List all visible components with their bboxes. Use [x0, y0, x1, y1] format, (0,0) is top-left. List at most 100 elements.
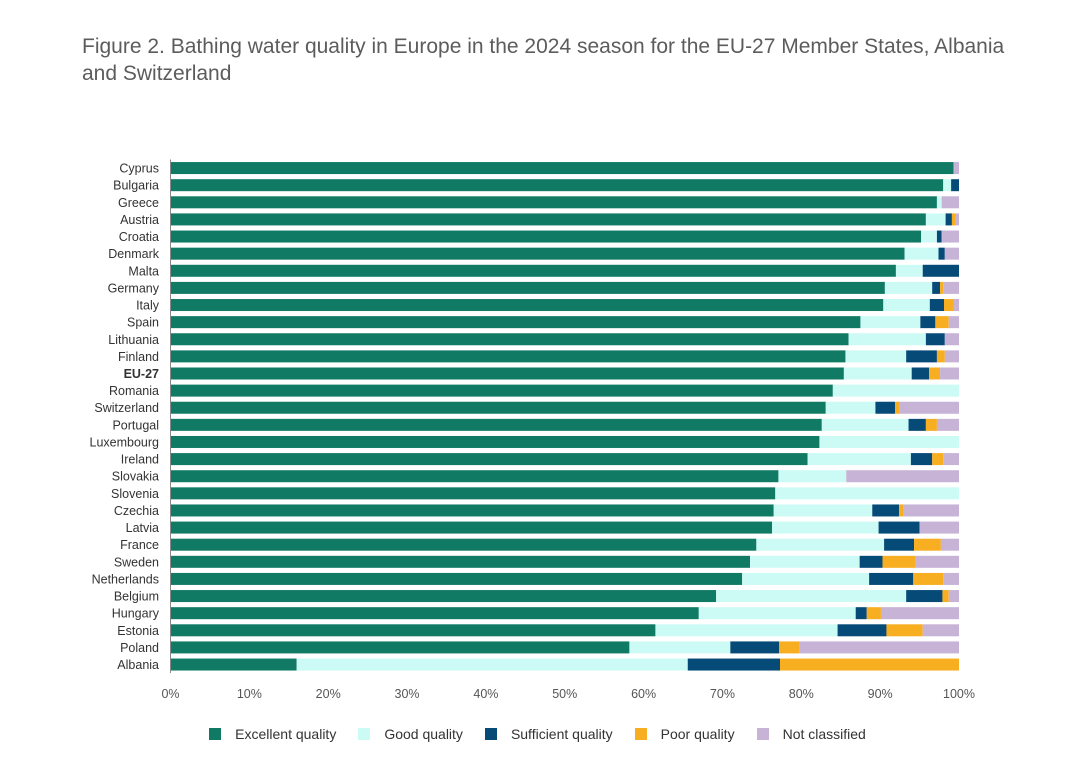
category-label: Sweden: [114, 555, 159, 569]
bar-segment: [170, 435, 820, 448]
category-label: Finland: [118, 350, 159, 364]
bar-segment: [687, 658, 781, 671]
bar-segment: [884, 281, 933, 294]
legend-swatch: [756, 728, 769, 740]
bar-segment: [906, 590, 943, 603]
bar-segment: [170, 590, 717, 603]
bar-segment: [170, 538, 757, 551]
bar-segment: [170, 316, 861, 329]
category-label: EU-27: [124, 367, 159, 381]
bar-segment: [170, 179, 944, 192]
bar-segment: [819, 435, 959, 448]
bar-segment: [860, 316, 921, 329]
bar-segment: [170, 401, 826, 414]
bar-segment: [170, 555, 751, 568]
x-tick-label: 20%: [316, 687, 341, 701]
x-tick-label: 100%: [943, 687, 975, 701]
category-label: Czechia: [114, 504, 159, 518]
bar-segment: [951, 179, 959, 192]
legend-item: Not classified: [756, 726, 866, 742]
bar-segment: [848, 333, 926, 346]
bar-segment: [915, 555, 959, 568]
bar-segment: [170, 213, 926, 226]
bar-segment: [936, 230, 942, 243]
bar-segment: [773, 504, 873, 517]
bar-segment: [932, 453, 944, 466]
category-label: Greece: [118, 196, 159, 210]
bar-segment: [170, 333, 849, 346]
legend-label: Good quality: [384, 726, 463, 742]
bar-segment: [883, 299, 930, 312]
x-tick-label: 90%: [868, 687, 893, 701]
bar-segment: [832, 384, 959, 397]
bar-segment: [170, 641, 630, 654]
bar-segment: [821, 418, 909, 431]
bar-segment: [922, 624, 959, 637]
bar-segment: [825, 401, 876, 414]
bar-segment: [920, 316, 936, 329]
bar-segment: [921, 230, 937, 243]
bar-segment: [170, 607, 699, 620]
bar-segment: [780, 658, 959, 671]
bar-segment: [716, 590, 907, 603]
bar-segment: [899, 401, 959, 414]
bar-segment: [730, 641, 780, 654]
bar-segment: [872, 504, 900, 517]
bar-segment: [170, 470, 779, 483]
bar-segment: [936, 418, 959, 431]
x-tick-label: 10%: [237, 687, 262, 701]
bar-segment: [945, 213, 952, 226]
bar-segment: [942, 590, 949, 603]
bar-segment: [903, 504, 959, 517]
bar-segment: [742, 572, 870, 585]
category-label: Austria: [120, 213, 159, 227]
bar-segment: [941, 230, 959, 243]
bar-segment: [170, 453, 808, 466]
bar-segment: [914, 538, 941, 551]
bar-segment: [908, 418, 926, 431]
category-label: Denmark: [108, 247, 159, 261]
category-label: Poland: [120, 641, 159, 655]
bar-segment: [170, 624, 656, 637]
bar-segment: [170, 367, 844, 380]
bar-segment: [170, 281, 885, 294]
bar-segment: [170, 162, 954, 175]
bar-segment: [775, 487, 959, 500]
bar-segment: [170, 196, 937, 209]
bar-segment: [772, 521, 879, 534]
bar-segment: [855, 607, 867, 620]
bar-segment: [910, 453, 933, 466]
bar-segment: [170, 299, 884, 312]
bar-segment: [944, 247, 959, 260]
bar-segment: [955, 213, 959, 226]
bar-segment: [170, 350, 846, 363]
bar-segment: [629, 641, 731, 654]
category-label: Romania: [109, 384, 159, 398]
bar-segment: [944, 299, 954, 312]
category-label: Estonia: [117, 624, 159, 638]
bar-segment: [932, 281, 941, 294]
bar-segment: [899, 504, 904, 517]
bar-segment: [938, 247, 945, 260]
bar-segment: [878, 521, 920, 534]
bar-segment: [911, 367, 930, 380]
bar-segment: [929, 367, 941, 380]
category-label: Hungary: [112, 607, 160, 621]
legend-label: Excellent quality: [235, 726, 337, 742]
bar-segment: [869, 572, 914, 585]
bar-segment: [170, 487, 776, 500]
legend-item: Sufficient quality: [484, 726, 613, 742]
category-label: Malta: [128, 264, 159, 278]
legend-swatch: [484, 728, 497, 740]
bar-segment: [895, 264, 923, 277]
bar-segment: [940, 367, 959, 380]
bar-segment: [935, 316, 949, 329]
legend-swatch: [358, 728, 371, 740]
category-label: Portugal: [112, 418, 159, 432]
category-label: Latvia: [126, 521, 159, 535]
x-tick-label: 50%: [552, 687, 577, 701]
category-label: Croatia: [119, 230, 159, 244]
legend-item: Poor quality: [634, 726, 735, 742]
x-tick-label: 30%: [395, 687, 420, 701]
